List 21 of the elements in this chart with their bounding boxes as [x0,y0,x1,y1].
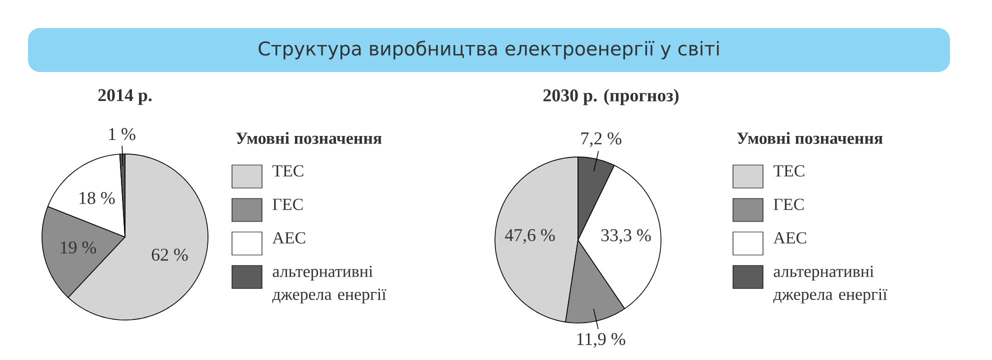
legend-title: Умовні позначення [236,132,382,144]
legend-label: ГЕС [272,198,303,210]
legend-label: ГЕС [774,198,804,210]
legend-label: альтернативні джерела енергії [272,266,386,304]
data-label: 33,3 % [601,229,651,244]
data-label: 18 % [80,192,115,204]
chart-subtitle: 2030 р. (прогноз) [543,88,679,106]
data-label: 11,9 % [577,333,626,348]
legend-label: ТЕС [774,165,804,177]
legend-label: АЕС [272,232,306,244]
text: Структура виробництва електроенергії у світі [258,40,719,60]
legend-label: ТЕС [272,165,304,177]
legend-label: АЕС [773,232,806,244]
data-label: 7,2 % [581,132,622,148]
legend-label: альтернативні джерела енергії [773,266,888,304]
legend-title: Умовні позначення [737,132,883,144]
data-label: 47,6 % [504,229,555,244]
data-label: 62 % [152,248,188,261]
data-label: 19 % [60,241,96,254]
data-label: 1 % [109,128,136,140]
chart-subtitle: 2014 р. [98,89,152,105]
